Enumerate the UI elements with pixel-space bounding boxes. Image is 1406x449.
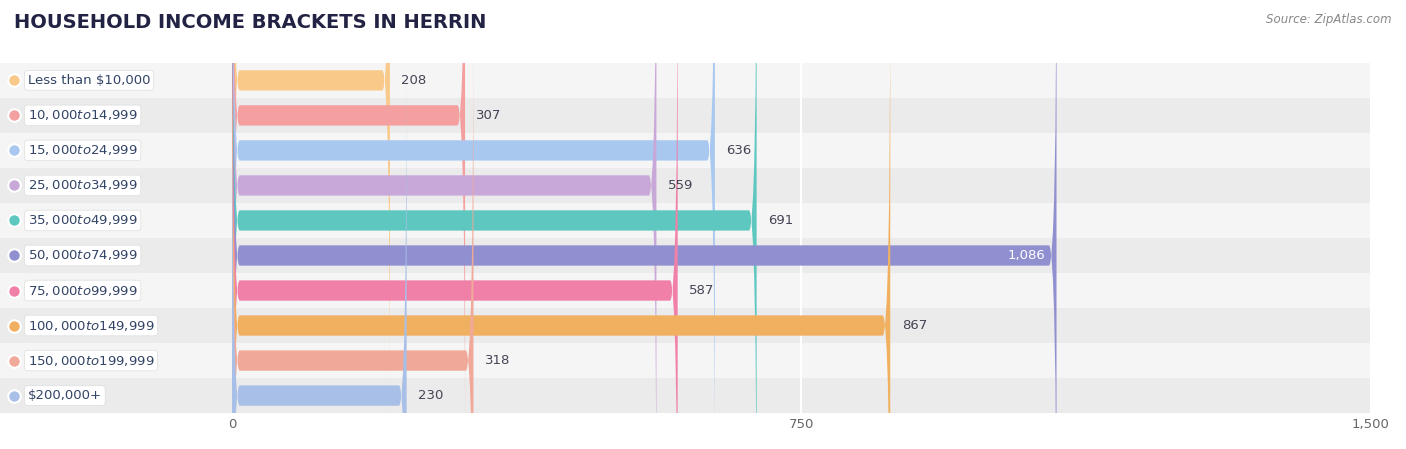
Text: 867: 867 [901, 319, 927, 332]
Bar [232, 98, 1371, 133]
Bar [0, 238, 232, 273]
Text: 208: 208 [401, 74, 426, 87]
Text: 636: 636 [727, 144, 751, 157]
Bar [0, 378, 232, 413]
Bar [0, 308, 232, 343]
FancyBboxPatch shape [232, 0, 890, 449]
Bar [0, 203, 232, 238]
Text: $150,000 to $199,999: $150,000 to $199,999 [28, 353, 155, 368]
Text: $15,000 to $24,999: $15,000 to $24,999 [28, 143, 138, 158]
Text: 1,086: 1,086 [1007, 249, 1045, 262]
Bar [0, 343, 232, 378]
Text: 307: 307 [477, 109, 502, 122]
Bar [232, 168, 1371, 203]
Text: $200,000+: $200,000+ [28, 389, 101, 402]
Text: $75,000 to $99,999: $75,000 to $99,999 [28, 283, 138, 298]
Bar [232, 273, 1371, 308]
Bar [232, 343, 1371, 378]
FancyBboxPatch shape [232, 56, 406, 449]
Text: $10,000 to $14,999: $10,000 to $14,999 [28, 108, 138, 123]
FancyBboxPatch shape [232, 21, 474, 449]
Text: $25,000 to $34,999: $25,000 to $34,999 [28, 178, 138, 193]
FancyBboxPatch shape [232, 0, 756, 449]
Text: $35,000 to $49,999: $35,000 to $49,999 [28, 213, 138, 228]
Bar [0, 273, 232, 308]
Bar [0, 168, 232, 203]
Bar [0, 133, 232, 168]
Bar [232, 378, 1371, 413]
Bar [232, 308, 1371, 343]
FancyBboxPatch shape [232, 0, 714, 449]
FancyBboxPatch shape [232, 0, 1056, 449]
Text: 587: 587 [689, 284, 714, 297]
FancyBboxPatch shape [232, 0, 465, 449]
Bar [232, 238, 1371, 273]
Bar [232, 133, 1371, 168]
Text: Less than $10,000: Less than $10,000 [28, 74, 150, 87]
Bar [232, 63, 1371, 98]
Text: Source: ZipAtlas.com: Source: ZipAtlas.com [1267, 13, 1392, 26]
Bar [232, 203, 1371, 238]
FancyBboxPatch shape [232, 0, 657, 449]
FancyBboxPatch shape [232, 0, 389, 420]
FancyBboxPatch shape [232, 0, 678, 449]
Text: 230: 230 [418, 389, 443, 402]
Text: $100,000 to $149,999: $100,000 to $149,999 [28, 318, 155, 333]
Text: 691: 691 [768, 214, 793, 227]
Bar [0, 63, 232, 98]
Text: 559: 559 [668, 179, 693, 192]
Text: $50,000 to $74,999: $50,000 to $74,999 [28, 248, 138, 263]
Bar [0, 98, 232, 133]
Text: 318: 318 [485, 354, 510, 367]
Text: HOUSEHOLD INCOME BRACKETS IN HERRIN: HOUSEHOLD INCOME BRACKETS IN HERRIN [14, 13, 486, 32]
